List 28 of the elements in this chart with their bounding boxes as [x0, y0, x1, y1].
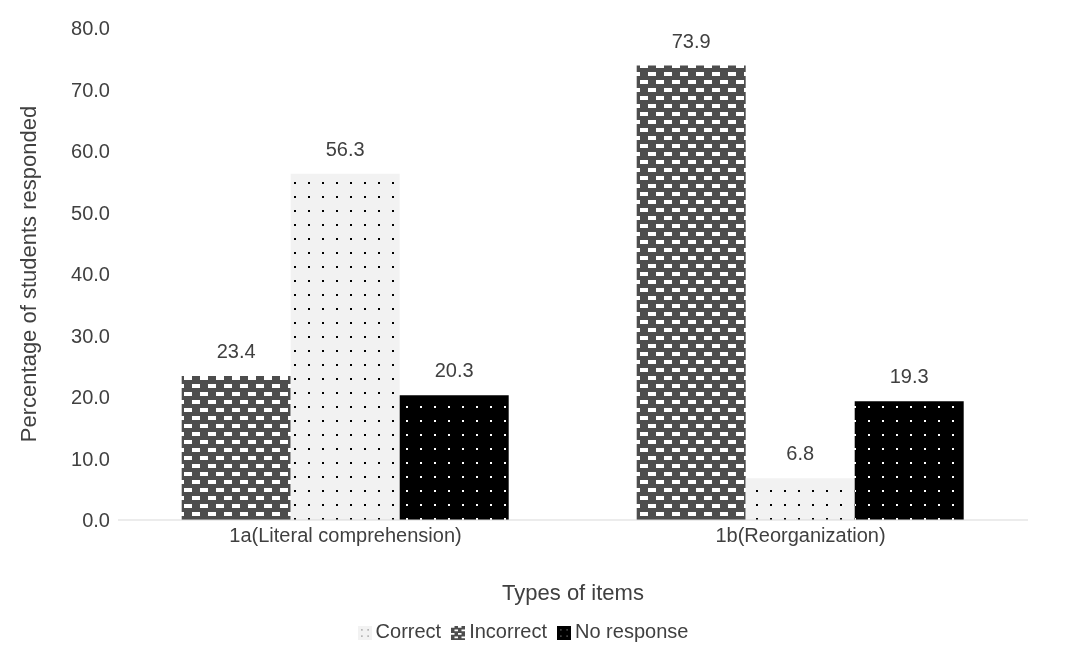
x-tick-label: 1a(Literal comprehension) [229, 524, 462, 547]
y-tick-label: 40.0 [71, 263, 110, 286]
data-label: 20.3 [434, 359, 474, 382]
data-label: 56.3 [325, 137, 365, 160]
x-axis-title: Types of items [502, 580, 644, 605]
y-tick-label: 60.0 [71, 140, 110, 163]
legend-label: No response [574, 620, 689, 642]
y-tick-label: 80.0 [71, 17, 110, 40]
y-tick-label: 30.0 [71, 324, 110, 347]
y-tick-label: 10.0 [71, 447, 110, 470]
bar [636, 65, 746, 520]
data-label: 19.3 [889, 365, 929, 388]
y-tick-label: 70.0 [71, 78, 110, 101]
bar [745, 478, 855, 520]
data-label: 6.8 [786, 442, 815, 465]
legend-label: Incorrect [469, 620, 547, 642]
bar [181, 376, 291, 520]
bar [854, 401, 964, 520]
data-label: 23.4 [216, 340, 256, 363]
y-axis-title: Percentage of students responded [15, 105, 41, 443]
y-tick-label: 0.0 [82, 509, 110, 532]
bar [399, 395, 509, 520]
y-tick-label: 50.0 [71, 201, 110, 224]
legend-label: Correct [375, 620, 442, 642]
bar [290, 173, 400, 520]
y-tick-label: 20.0 [71, 386, 110, 409]
x-tick-label: 1b(Reorganization) [715, 524, 886, 547]
data-label: 73.9 [671, 29, 711, 52]
